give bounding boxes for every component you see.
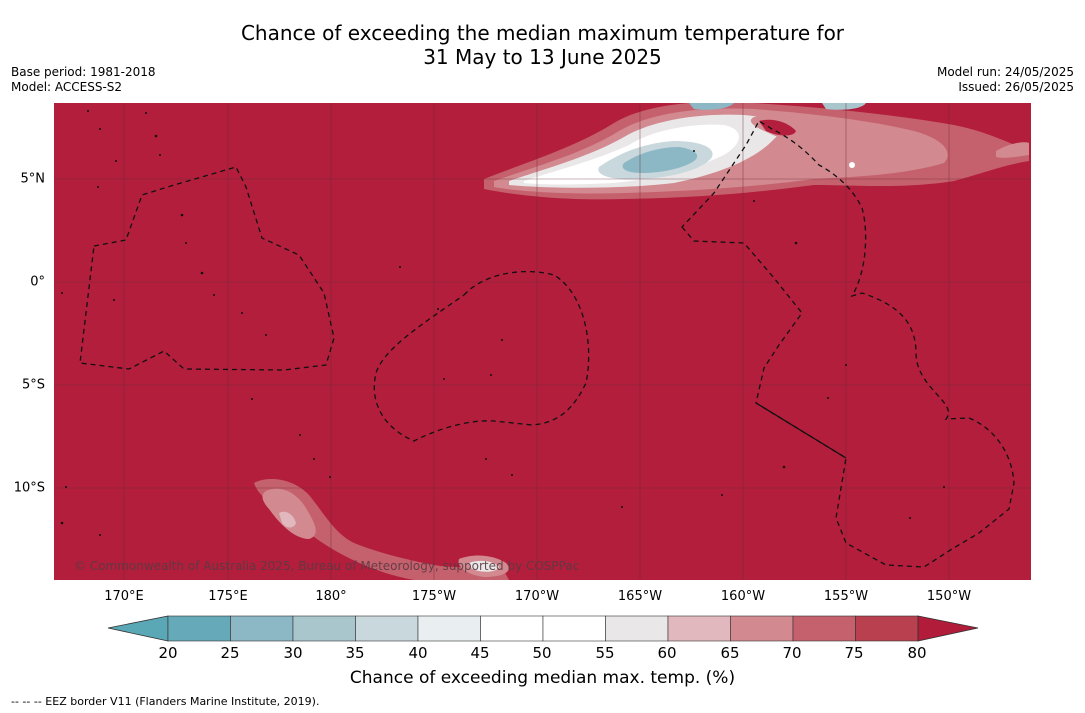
- colorbar-tick-label: 80: [907, 644, 927, 662]
- colorbar-cell: [292, 615, 356, 642]
- y-tick-label: 5°N: [20, 171, 46, 187]
- colorbar-title: Chance of exceeding median max. temp. (%…: [349, 668, 736, 688]
- y-tick-label: 10°S: [13, 480, 45, 496]
- colorbar-tick-label: 75: [844, 644, 864, 662]
- model-run: Model run: 24/05/2025: [936, 65, 1074, 79]
- colorbar-tick-label: 40: [408, 644, 428, 662]
- colorbar-cell: [605, 615, 669, 642]
- colorbar-cell: [480, 615, 544, 642]
- x-tick-label: 170°W: [514, 589, 560, 604]
- southwest-anomaly-region: [254, 479, 509, 580]
- base-period: Base period: 1981-2018: [11, 65, 156, 79]
- island-dots: [60, 110, 945, 536]
- y-tick-label: 0°: [30, 274, 45, 290]
- title-line-1: Chance of exceeding the median maximum t…: [240, 21, 845, 45]
- colorbar-cell: [667, 615, 731, 642]
- colorbar-tick-label: 60: [657, 644, 677, 662]
- colorbar-tick-label: 30: [283, 644, 303, 662]
- colorbar-tick-label: 45: [470, 644, 490, 662]
- eez-borders: [79, 120, 1015, 568]
- colorbar-tick-label: 50: [532, 644, 552, 662]
- colorbar-tick-label: 25: [220, 644, 240, 662]
- colorbar-cell: [230, 615, 294, 642]
- title-line-2: 31 May to 13 June 2025: [423, 45, 662, 69]
- colorbar-cell: [167, 615, 231, 642]
- colorbar-tick-label: 35: [345, 644, 365, 662]
- colorbar-cell: [542, 615, 606, 642]
- colorbar-cell: [792, 615, 856, 642]
- colorbar-under-arrow: [107, 615, 169, 642]
- x-tick-label: 165°W: [617, 589, 663, 604]
- issued-date: Issued: 26/05/2025: [958, 80, 1074, 94]
- colorbar-cell: [417, 615, 481, 642]
- eez-solid-segment: [755, 402, 847, 459]
- forecast-map: © Commonwealth of Australia 2025, Bureau…: [54, 103, 1031, 580]
- north-anomaly-region: [484, 103, 1029, 200]
- colorbar: [107, 615, 979, 642]
- eez-footnote: -- -- -- EEZ border V11 (Flanders Marine…: [11, 695, 320, 708]
- colorbar-tick-label: 65: [720, 644, 740, 662]
- meta-left: Base period: 1981-2018 Model: ACCESS-S2: [11, 65, 156, 95]
- copyright-notice: © Commonwealth of Australia 2025, Bureau…: [74, 559, 579, 573]
- x-tick-label: 155°W: [823, 589, 869, 604]
- colorbar-cells: [167, 615, 919, 642]
- colorbar-tick-label: 70: [782, 644, 802, 662]
- x-tick-label: 175°W: [411, 589, 457, 604]
- x-tick-label: 160°W: [720, 589, 766, 604]
- colorbar-cell: [730, 615, 794, 642]
- y-tick-label: 5°S: [21, 377, 45, 393]
- colorbar-over-arrow: [917, 615, 979, 642]
- x-tick-label: 170°E: [104, 589, 144, 604]
- map-gridlines: [54, 103, 1031, 580]
- x-tick-label: 180°: [315, 589, 347, 604]
- x-tick-label: 150°W: [926, 589, 972, 604]
- colorbar-tick-label: 55: [595, 644, 615, 662]
- colorbar-cell: [355, 615, 419, 642]
- model-name: Model: ACCESS-S2: [11, 80, 123, 94]
- meta-right: Model run: 24/05/2025 Issued: 26/05/2025: [937, 65, 1074, 95]
- colorbar-tick-label: 20: [158, 644, 178, 662]
- x-tick-label: 175°E: [208, 589, 248, 604]
- colorbar-cell: [855, 615, 919, 642]
- map-title: Chance of exceeding the median maximum t…: [0, 21, 1085, 69]
